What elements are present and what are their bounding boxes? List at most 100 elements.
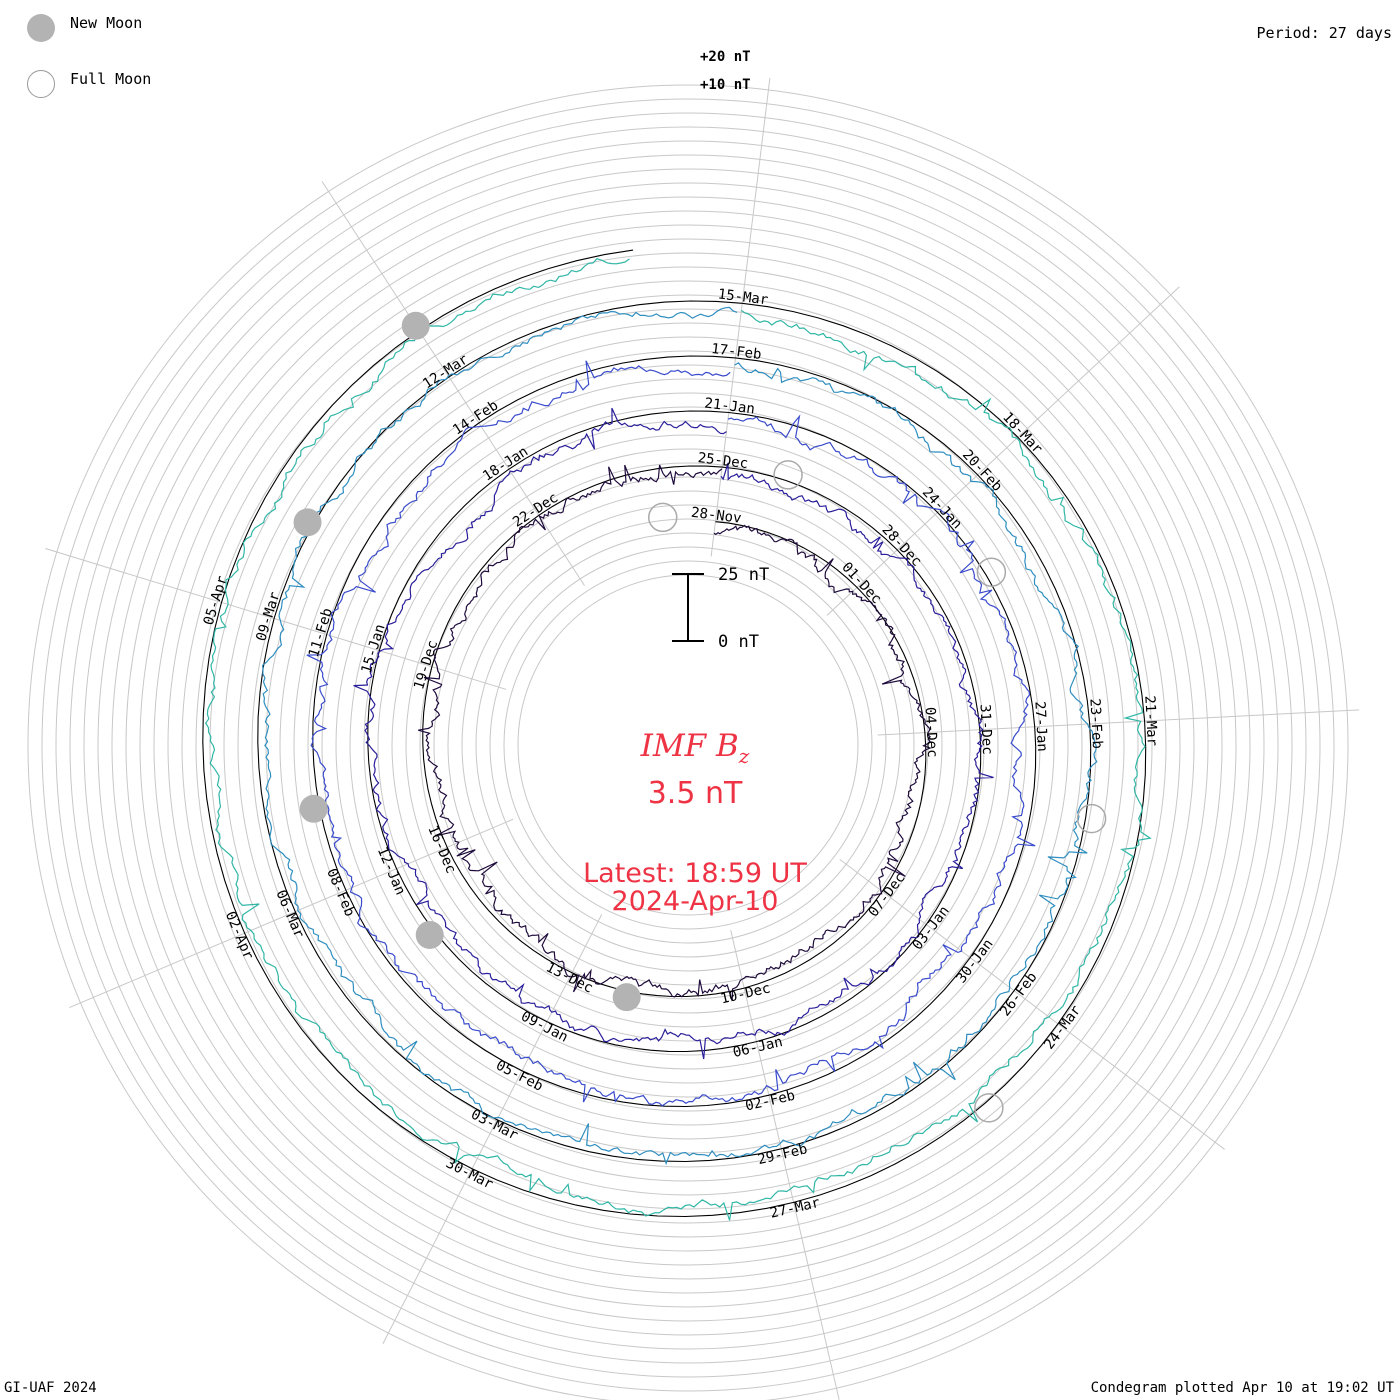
new-moon-icon: [27, 14, 55, 42]
date-label: 21-Jan: [704, 395, 756, 417]
date-label: 30-Jan: [953, 936, 996, 986]
current-value: 3.5 nT: [647, 776, 743, 811]
full-moon-marker: [773, 460, 803, 490]
baseline-spiral: [202, 249, 1147, 1218]
grid-spoke: [382, 914, 603, 1344]
new-moon-marker: [293, 508, 322, 537]
date-label: 20-Feb: [959, 447, 1005, 495]
grid-ring: [503, 560, 873, 930]
grid-ring: [139, 196, 1237, 1294]
date-label: 30-Mar: [443, 1155, 495, 1192]
full-moon-marker: [647, 502, 678, 533]
period-label: Period: 27 days: [1256, 24, 1392, 42]
new-moon-label: New Moon: [70, 14, 143, 32]
date-label: 15-Mar: [717, 286, 769, 308]
date-label: 09-Jan: [518, 1008, 570, 1045]
grid-ring: [461, 518, 915, 972]
scale-bar: 25 nT 0 nT: [672, 565, 769, 652]
grid-ring: [153, 210, 1223, 1280]
grid-rings: [27, 84, 1349, 1400]
full-moon-label: Full Moon: [70, 70, 152, 88]
grid-ring: [83, 140, 1293, 1350]
grid-ring: [363, 420, 1013, 1070]
quantity-name: IMF B: [640, 728, 739, 764]
grid-ring: [111, 168, 1265, 1322]
grid-ring: [433, 490, 943, 1000]
grid-ring: [195, 252, 1181, 1238]
grid-ring: [223, 280, 1153, 1210]
series-trace-cycle-2: [353, 407, 994, 1060]
series-trace-cycle-3: [306, 360, 1036, 1107]
scale-top-label: 25 nT: [718, 565, 769, 585]
date-label: 28-Dec: [879, 522, 925, 570]
grid-ring: [251, 308, 1125, 1182]
full-moon-icon: [27, 70, 55, 98]
full-moon-marker: [1076, 803, 1107, 834]
quantity-title: IMF Bz: [0, 728, 1390, 768]
grid-ring: [69, 126, 1307, 1364]
ref-label-10: +10 nT: [700, 77, 751, 93]
series-traces: [204, 258, 1152, 1221]
series-trace-cycle-4: [261, 306, 1098, 1166]
grid-ring: [237, 294, 1139, 1196]
scale-bottom-label: 0 nT: [718, 632, 759, 652]
grid-ring: [391, 448, 985, 1042]
ref-label-20: +20 nT: [700, 49, 751, 65]
date-label: 23-Feb: [1086, 698, 1105, 749]
grid-ring: [335, 392, 1041, 1098]
new-moon-marker: [401, 311, 430, 340]
date-label: 27-Mar: [769, 1195, 822, 1222]
full-moon-marker: [976, 557, 1007, 587]
grid-ring: [307, 364, 1069, 1126]
grid-ring: [405, 462, 971, 1028]
grid-ring: [321, 378, 1055, 1112]
footer-credit: GI-UAF 2024: [4, 1380, 97, 1396]
grid-ring: [293, 350, 1083, 1140]
reference-labels: +20 nT +10 nT: [700, 49, 751, 93]
new-moon-marker: [415, 920, 444, 949]
grid-ring: [27, 84, 1349, 1400]
grid-spoke: [710, 77, 771, 557]
grid-spoke: [45, 548, 507, 690]
grid-ring: [475, 532, 901, 958]
grid-spoke: [730, 930, 840, 1400]
grid-spoke: [826, 286, 1180, 616]
grid-spoke: [69, 818, 514, 1009]
grid-ring: [349, 406, 1027, 1084]
date-label: 25-Dec: [697, 450, 749, 472]
series-trace-cycle-5: [204, 258, 1152, 1221]
grid-ring: [97, 154, 1279, 1336]
date-label: 31-Dec: [976, 704, 995, 755]
latest-date: 2024-Apr-10: [611, 886, 779, 917]
series-trace-cycle-1: [418, 464, 932, 1002]
grid-ring: [265, 322, 1111, 1168]
date-label: 05-Apr: [201, 574, 231, 627]
date-label: 04-Dec: [922, 707, 941, 758]
footer-plotted: Condegram plotted Apr 10 at 19:02 UT: [1090, 1380, 1394, 1396]
grid-spoke: [839, 858, 1225, 1150]
full-moon-marker: [974, 1093, 1004, 1123]
new-moon-marker: [299, 794, 328, 823]
date-label: 21-Mar: [1141, 695, 1160, 746]
date-label: 18-Jan: [480, 444, 531, 485]
grid-ring: [419, 476, 957, 1014]
new-moon-marker: [612, 983, 641, 1012]
grid-spoke: [877, 709, 1360, 736]
grid-ring: [377, 434, 999, 1056]
grid-ring: [55, 112, 1321, 1378]
moon-markers: [293, 311, 1107, 1123]
quantity-subscript: z: [738, 744, 750, 769]
date-label: 03-Mar: [468, 1106, 520, 1143]
spiral-baseline: [202, 249, 1147, 1218]
grid-ring: [125, 182, 1251, 1308]
latest-time: Latest: 18:59 UT: [583, 858, 807, 889]
date-label: 27-Jan: [1031, 701, 1050, 752]
grid-ring: [41, 98, 1335, 1392]
grid-ring: [209, 266, 1167, 1224]
grid-ring: [489, 546, 887, 944]
grid-spokes: [45, 77, 1360, 1400]
date-label: 26-Feb: [997, 969, 1040, 1019]
grid-ring: [447, 504, 929, 986]
grid-ring: [181, 238, 1195, 1252]
